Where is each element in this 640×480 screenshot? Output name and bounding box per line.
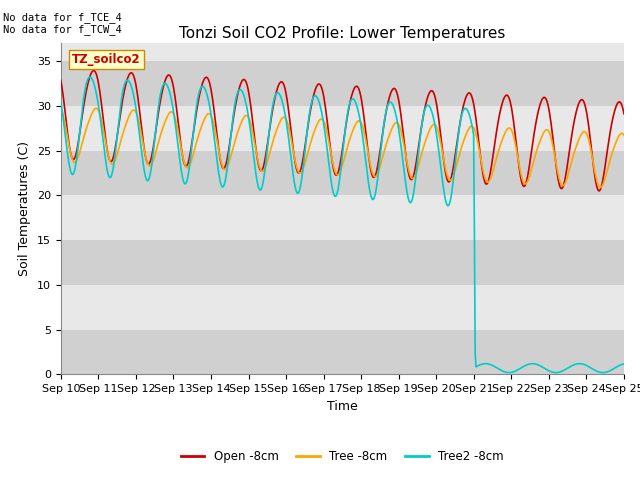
Text: No data for f_TCW_4: No data for f_TCW_4 <box>3 24 122 35</box>
Text: TZ_soilco2: TZ_soilco2 <box>72 53 141 66</box>
X-axis label: Time: Time <box>327 400 358 413</box>
Text: No data for f_TCE_4: No data for f_TCE_4 <box>3 12 122 23</box>
Bar <box>61 330 624 374</box>
Legend: Open -8cm, Tree -8cm, Tree2 -8cm: Open -8cm, Tree -8cm, Tree2 -8cm <box>176 445 509 468</box>
Title: Tonzi Soil CO2 Profile: Lower Temperatures: Tonzi Soil CO2 Profile: Lower Temperatur… <box>179 25 506 41</box>
Bar <box>61 151 624 195</box>
Y-axis label: Soil Temperatures (C): Soil Temperatures (C) <box>19 141 31 276</box>
Bar <box>61 61 624 106</box>
Bar <box>61 240 624 285</box>
